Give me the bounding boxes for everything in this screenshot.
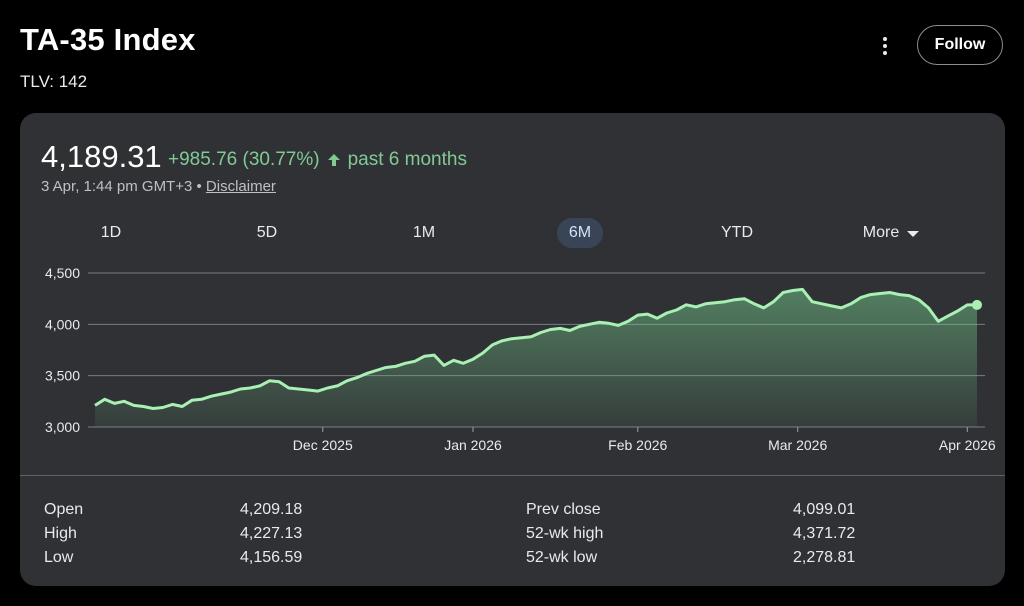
arrow-up-icon bbox=[327, 154, 340, 166]
price-chart[interactable]: 3,000 3,500 4,000 4,500 Dec 2025 Jan 2026 Feb… bbox=[20, 253, 1005, 468]
tab-6m[interactable]: 6M bbox=[557, 218, 603, 248]
x-tick-label: Jan 2026 bbox=[444, 437, 502, 453]
price-area bbox=[95, 289, 977, 427]
price-change: +985.76 (30.77%) past 6 months bbox=[168, 149, 467, 171]
y-tick-label: 4,500 bbox=[45, 265, 80, 281]
x-tick-label: Apr 2026 bbox=[939, 437, 996, 453]
y-tick-label: 4,000 bbox=[45, 316, 80, 332]
caret-down-icon bbox=[907, 231, 920, 237]
stat-label-high: High bbox=[44, 525, 77, 542]
current-price: 4,189.31 bbox=[41, 139, 162, 174]
tab-more-label: More bbox=[862, 224, 900, 241]
more-options-icon[interactable] bbox=[874, 34, 896, 58]
x-tick-label: Dec 2025 bbox=[293, 437, 353, 453]
x-tick-label: Feb 2026 bbox=[608, 437, 667, 453]
price-line bbox=[94, 287, 977, 410]
stat-value-52wk-low: 2,278.81 bbox=[793, 549, 856, 566]
y-tick-label: 3,000 bbox=[45, 419, 80, 435]
stat-value-prev-close: 4,099.01 bbox=[793, 501, 856, 518]
change-period: past 6 months bbox=[347, 149, 467, 170]
timestamp: 3 Apr, 1:44 pm GMT+3 • bbox=[41, 178, 202, 195]
stats-divider bbox=[20, 475, 1005, 476]
quote-card: 4,189.31 +985.76 (30.77%) past 6 months … bbox=[20, 113, 1005, 586]
tab-1d[interactable]: 1D bbox=[100, 224, 122, 241]
follow-button[interactable]: Follow bbox=[917, 25, 1003, 65]
ticker-label: TLV: 142 bbox=[20, 72, 88, 91]
page-title: TA-35 Index bbox=[20, 22, 196, 57]
x-tick-label: Mar 2026 bbox=[768, 437, 827, 453]
stat-value-open: 4,209.18 bbox=[240, 501, 303, 518]
stat-label-prev-close: Prev close bbox=[526, 501, 601, 518]
stat-label-low: Low bbox=[44, 549, 74, 566]
tab-1m[interactable]: 1M bbox=[412, 224, 436, 241]
stat-label-52wk-low: 52-wk low bbox=[526, 549, 598, 566]
stat-label-open: Open bbox=[44, 501, 84, 518]
tab-5d[interactable]: 5D bbox=[256, 224, 278, 241]
range-tabs: 1D 5D 1M 6M YTD More bbox=[20, 218, 1005, 248]
change-value: +985.76 (30.77%) bbox=[168, 149, 320, 170]
current-price-dot bbox=[972, 299, 982, 310]
tab-more[interactable]: More bbox=[858, 218, 924, 248]
y-tick-label: 3,500 bbox=[45, 368, 80, 384]
disclaimer-link[interactable]: Disclaimer bbox=[205, 178, 276, 195]
stat-value-52wk-high: 4,371.72 bbox=[793, 525, 856, 542]
stat-value-low: 4,156.59 bbox=[240, 549, 303, 566]
timestamp-row: 3 Apr, 1:44 pm GMT+3 • Disclaimer bbox=[41, 178, 276, 195]
tab-ytd[interactable]: YTD bbox=[721, 224, 753, 241]
stat-label-52wk-high: 52-wk high bbox=[526, 525, 604, 542]
stat-value-high: 4,227.13 bbox=[240, 525, 303, 542]
